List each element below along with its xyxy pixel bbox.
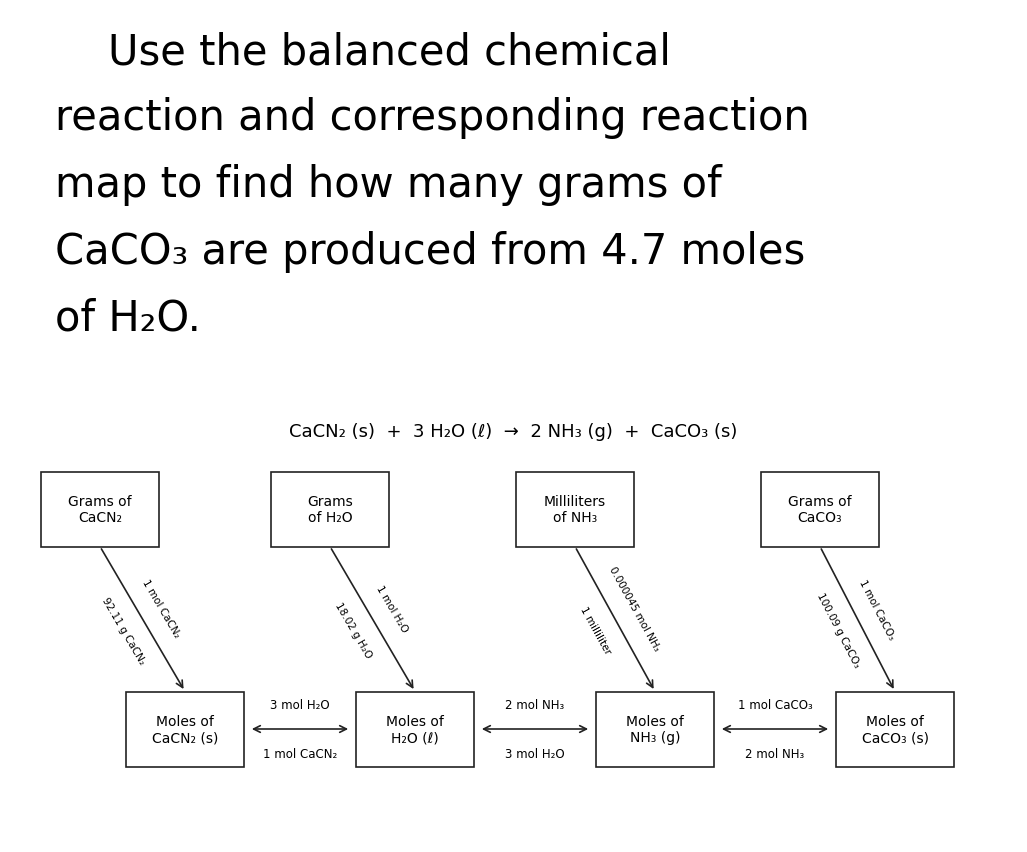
Text: CaCO₃ are produced from 4.7 moles: CaCO₃ are produced from 4.7 moles [55, 231, 805, 273]
Bar [761, 472, 879, 547]
Text: CaCN₂ (s)  +  3 H₂O (ℓ)  →  2 NH₃ (g)  +  CaCO₃ (s): CaCN₂ (s) + 3 H₂O (ℓ) → 2 NH₃ (g) + CaCO… [289, 423, 737, 440]
Bar [356, 692, 474, 767]
Text: reaction and corresponding reaction: reaction and corresponding reaction [55, 97, 809, 139]
Text: 1 mol CaCO₃: 1 mol CaCO₃ [737, 698, 812, 711]
Text: 18.02 g H₂O: 18.02 g H₂O [334, 601, 374, 660]
Bar [596, 692, 714, 767]
Text: Milliliters
of NH₃: Milliliters of NH₃ [544, 494, 606, 525]
Text: Moles of
H₂O (ℓ): Moles of H₂O (ℓ) [386, 714, 444, 745]
Text: 1 mol H₂O: 1 mol H₂O [374, 583, 409, 633]
Bar [271, 472, 389, 547]
Text: 2 mol NH₃: 2 mol NH₃ [746, 747, 804, 760]
Text: Grams of
CaCO₃: Grams of CaCO₃ [788, 494, 851, 525]
Text: Moles of
CaCO₃ (s): Moles of CaCO₃ (s) [862, 714, 928, 745]
Bar [126, 692, 244, 767]
Text: 1 mol CaCN₂: 1 mol CaCN₂ [263, 747, 337, 760]
Text: 3 mol H₂O: 3 mol H₂O [270, 698, 330, 711]
Text: 2 mol NH₃: 2 mol NH₃ [505, 698, 565, 711]
Text: of H₂O.: of H₂O. [55, 296, 201, 338]
Text: 1 mol CaCN₂: 1 mol CaCN₂ [141, 578, 183, 639]
Text: 0.000045 mol NH₃: 0.000045 mol NH₃ [607, 565, 661, 653]
Bar [41, 472, 159, 547]
Text: 1 milliliter: 1 milliliter [578, 604, 613, 655]
Bar [516, 472, 634, 547]
Text: 92.11 g CaCN₂: 92.11 g CaCN₂ [100, 595, 147, 665]
Text: Moles of
NH₃ (g): Moles of NH₃ (g) [626, 714, 684, 745]
Text: Use the balanced chemical: Use the balanced chemical [55, 31, 671, 73]
Text: 1 mol CaCO₃: 1 mol CaCO₃ [858, 578, 897, 641]
Text: Grams
of H₂O: Grams of H₂O [307, 494, 353, 525]
Text: Moles of
CaCN₂ (s): Moles of CaCN₂ (s) [152, 714, 218, 745]
Text: Grams of
CaCN₂: Grams of CaCN₂ [68, 494, 131, 525]
Text: 3 mol H₂O: 3 mol H₂O [505, 747, 565, 760]
Bar [836, 692, 954, 767]
Text: map to find how many grams of: map to find how many grams of [55, 164, 722, 206]
Text: 100.09 g CaCO₃: 100.09 g CaCO₃ [814, 590, 862, 668]
